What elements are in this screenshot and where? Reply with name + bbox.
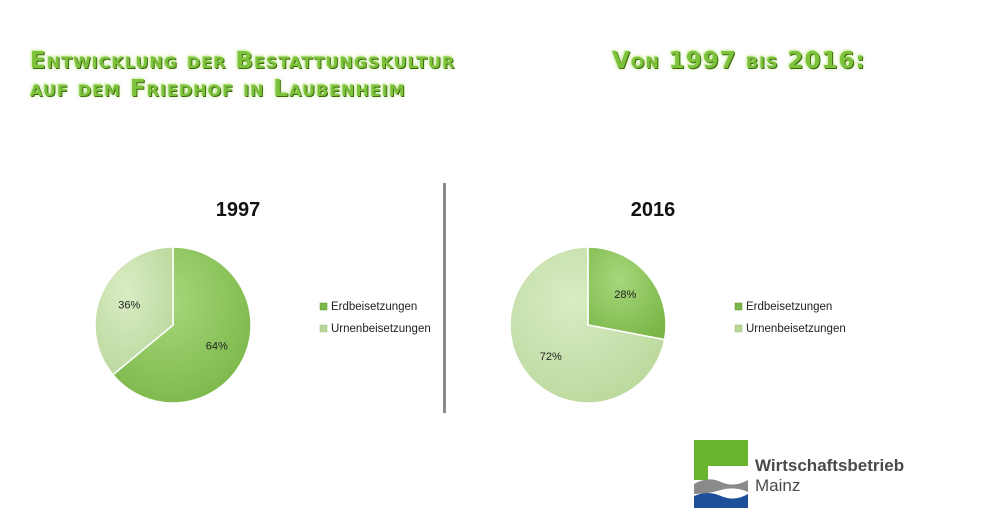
legend-swatch-urnenbeisetzungen [319,324,328,333]
company-logo: Wirtschaftsbetrieb Mainz [694,440,994,510]
slice-label-erdbeisetzungen: 28% [614,289,636,301]
logo-text-line-1: Wirtschaftsbetrieb [755,456,905,475]
pie-chart-1997: 1997 64% 36% Erdbeisetzungen Urnenbeisetzung… [0,190,470,420]
legend-label-urnenbeisetzungen: Urnenbeisetzungen [746,323,846,335]
title-line-1: Entwicklung der Bestattungskultur [30,48,456,74]
title-line-2: auf dem Friedhof in Laubenheim [30,76,406,102]
slice-label-erdbeisetzungen: 64% [206,341,228,353]
chart-divider [443,183,446,413]
slice-label-urnenbeisetzungen: 36% [118,299,140,311]
legend-label-erdbeisetzungen: Erdbeisetzungen [746,301,832,313]
pie-slice-urnenbeisetzungen [94,246,174,376]
pie-chart-2016-svg: 2016 28% 72% Erdbeisetzungen Urnenbeisetzung… [509,199,846,404]
pie-slice-erdbeisetzungen [587,246,667,341]
chart-title: 1997 [216,199,261,221]
pie-slice-erdbeisetzungen [111,246,252,404]
pie-chart-1997-svg: 1997 64% 36% Erdbeisetzungen Urnenbeisetzung… [94,199,431,404]
period-title: Von 1997 bis 2016: [612,48,866,74]
wave-logo-icon [694,440,748,508]
pie-chart-2016: 2016 28% 72% Erdbeisetzungen Urnenbeisetzung… [415,190,885,420]
legend-label-erdbeisetzungen: Erdbeisetzungen [331,301,417,313]
slice-label-urnenbeisetzungen: 72% [540,351,562,363]
pie-slice-urnenbeisetzungen [509,246,666,404]
logo-text-line-2: Mainz [755,476,801,495]
legend-swatch-urnenbeisetzungen [734,324,743,333]
chart-title: 2016 [631,199,676,221]
legend-label-urnenbeisetzungen: Urnenbeisetzungen [331,323,431,335]
legend-swatch-erdbeisetzungen [319,302,328,311]
legend-swatch-erdbeisetzungen [734,302,743,311]
